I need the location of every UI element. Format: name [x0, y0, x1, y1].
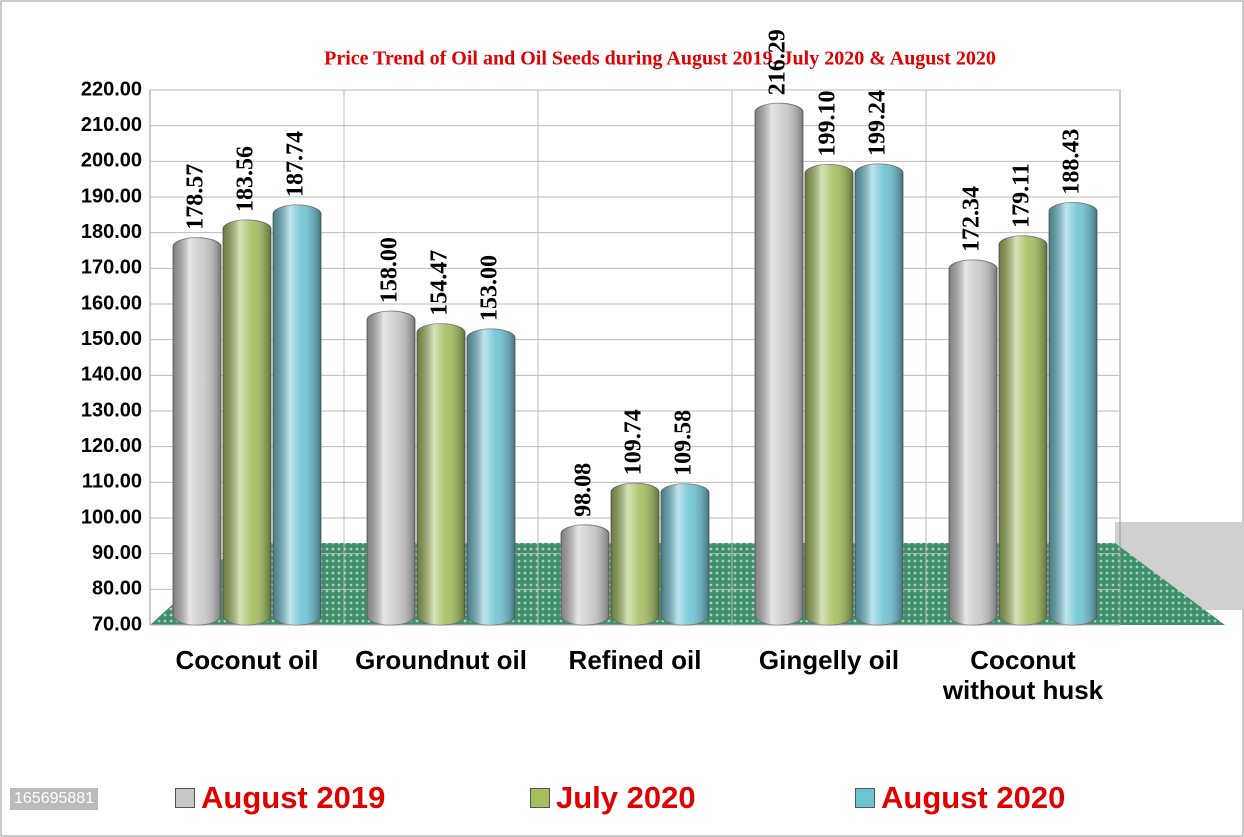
y-tick-label: 190.00: [81, 185, 142, 207]
y-tick-label: 120.00: [81, 435, 142, 457]
y-tick-label: 150.00: [81, 328, 142, 350]
data-label: 158.00: [377, 237, 403, 303]
data-label: 172.34: [959, 186, 985, 252]
x-tick-label: Gingelly oil: [758, 645, 900, 675]
y-tick-label: 160.00: [81, 292, 142, 314]
data-label: 98.08: [571, 463, 597, 517]
bar-shade: [173, 237, 221, 625]
legend-item: July 2020: [530, 780, 696, 816]
data-label: 153.00: [477, 255, 503, 321]
y-tick-label: 170.00: [81, 257, 142, 279]
bar-shade: [755, 103, 803, 626]
legend-label: August 2020: [881, 780, 1066, 815]
y-tick-label: 130.00: [81, 399, 142, 421]
legend-item: August 2019: [175, 780, 385, 816]
data-label: 216.29: [765, 29, 791, 95]
bar-shade: [949, 259, 997, 625]
bar-shade: [855, 164, 903, 625]
x-tick-label: Coconut oil: [175, 645, 319, 675]
y-tick-label: 80.00: [92, 578, 142, 600]
bar-shade: [367, 311, 415, 625]
legend-swatch: [530, 788, 550, 808]
y-tick-label: 220.00: [81, 78, 142, 100]
bar-shade: [661, 483, 709, 625]
data-label: 187.74: [283, 131, 309, 197]
data-label: 109.58: [671, 410, 697, 476]
legend-item: August 2020: [855, 780, 1065, 816]
y-tick-label: 100.00: [81, 506, 142, 528]
y-tick-label: 140.00: [81, 364, 142, 386]
legend-label: July 2020: [556, 780, 696, 815]
x-tick-label: Groundnut oil: [355, 645, 527, 675]
watermark: 165695881: [10, 788, 99, 810]
data-label: 188.43: [1059, 129, 1085, 195]
data-label: 154.47: [427, 250, 453, 316]
bar-shade: [999, 235, 1047, 625]
y-tick-label: 200.00: [81, 150, 142, 172]
y-tick-label: 70.00: [92, 613, 142, 635]
data-label: 178.57: [183, 164, 209, 230]
legend-label: August 2019: [201, 780, 386, 815]
y-tick-label: 210.00: [81, 114, 142, 136]
bar-shade: [223, 219, 271, 625]
x-tick-label: Coconut without husk: [942, 645, 1104, 705]
y-tick-label: 90.00: [92, 542, 142, 564]
bar-shade: [611, 483, 659, 625]
bar-shade: [417, 323, 465, 625]
data-label: 109.74: [621, 409, 647, 475]
chart-title: Price Trend of Oil and Oil Seeds during …: [324, 48, 996, 70]
legend-swatch: [175, 788, 195, 808]
bar-shade: [561, 524, 609, 625]
data-label: 183.56: [233, 146, 259, 212]
bar-shade: [805, 164, 853, 625]
bar-shade: [1049, 202, 1097, 625]
bar-shade: [467, 328, 515, 625]
data-label: 179.11: [1009, 163, 1035, 228]
bar-shade: [273, 205, 321, 625]
y-tick-label: 180.00: [81, 221, 142, 243]
x-tick-label: Refined oil: [568, 645, 702, 675]
data-label: 199.10: [815, 91, 841, 157]
y-tick-label: 110.00: [82, 471, 142, 493]
data-label: 199.24: [865, 90, 891, 156]
legend-swatch: [855, 788, 875, 808]
